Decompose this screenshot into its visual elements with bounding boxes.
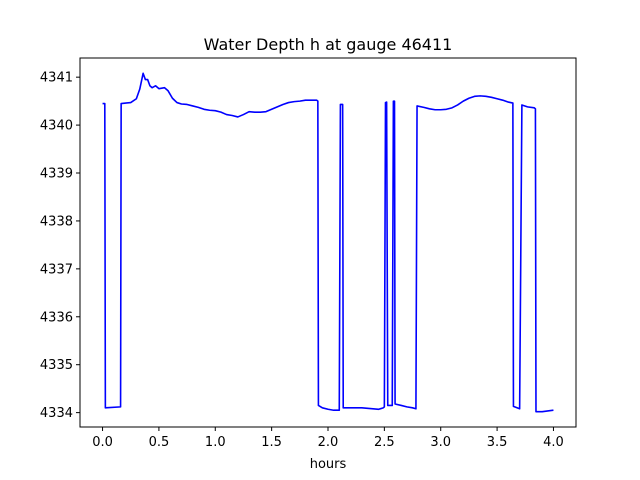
y-tick-label: 4337 — [40, 262, 73, 277]
series-line-0 — [102, 72, 554, 413]
plot-area — [79, 57, 577, 428]
x-tick-label: 3.0 — [430, 435, 451, 450]
x-tick-label: 4.0 — [543, 435, 564, 450]
chart-title: Water Depth h at gauge 46411 — [204, 35, 453, 54]
y-tick-label: 4339 — [40, 167, 73, 182]
y-tick-label: 4335 — [40, 358, 73, 373]
x-axis: 0.0 0.5 1.0 1.5 2.0 2.5 3.0 3.5 4.0 — [92, 427, 564, 450]
y-tick-label: 4338 — [40, 214, 73, 229]
x-tick-label: 3.5 — [487, 435, 508, 450]
series-layer — [102, 72, 554, 413]
x-tick-label: 0.0 — [92, 435, 113, 450]
y-axis: 4334 4335 4336 4337 4338 4339 4340 4341 — [40, 71, 80, 421]
y-tick-label: 4341 — [40, 71, 73, 86]
x-tick-label: 1.0 — [205, 435, 226, 450]
x-tick-label: 0.5 — [149, 435, 170, 450]
plot-border — [79, 57, 577, 428]
x-tick-label: 1.5 — [261, 435, 282, 450]
y-tick-label: 4336 — [40, 310, 73, 325]
plot-frame — [79, 57, 577, 428]
y-tick-label: 4334 — [40, 406, 73, 421]
y-tick-label: 4340 — [40, 119, 73, 134]
x-axis-label: hours — [310, 457, 347, 472]
x-tick-label: 2.5 — [374, 435, 395, 450]
x-tick-label: 2.0 — [318, 435, 339, 450]
